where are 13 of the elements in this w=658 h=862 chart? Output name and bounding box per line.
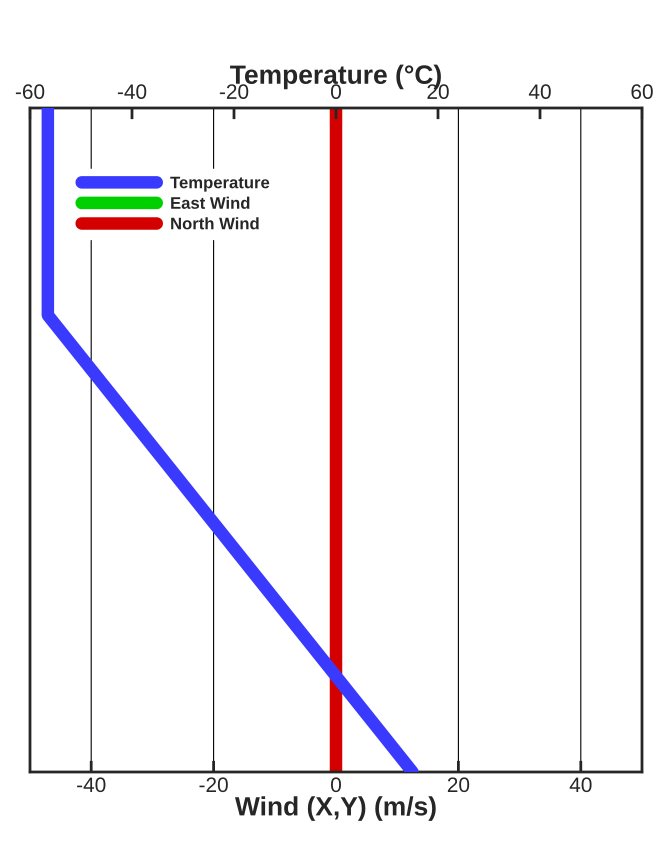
x-axis-title: Wind (X,Y) (m/s) bbox=[234, 796, 436, 821]
x2-tick-label: -60 bbox=[16, 84, 44, 100]
x-tick-label: 40 bbox=[570, 777, 592, 792]
legend-label: East Wind bbox=[171, 196, 250, 209]
x-tick-label: -20 bbox=[199, 777, 228, 792]
x2-tick-label: 60 bbox=[631, 84, 653, 100]
x-tick-label: 20 bbox=[448, 777, 470, 792]
x2-tick-label: -40 bbox=[118, 84, 146, 100]
x-tick-label: -40 bbox=[77, 777, 106, 792]
x2-tick-label: 40 bbox=[528, 84, 551, 100]
legend-label: North Wind bbox=[171, 217, 259, 230]
x-tick-label: 0 bbox=[331, 777, 341, 792]
legend-label: Temperature bbox=[170, 176, 270, 192]
